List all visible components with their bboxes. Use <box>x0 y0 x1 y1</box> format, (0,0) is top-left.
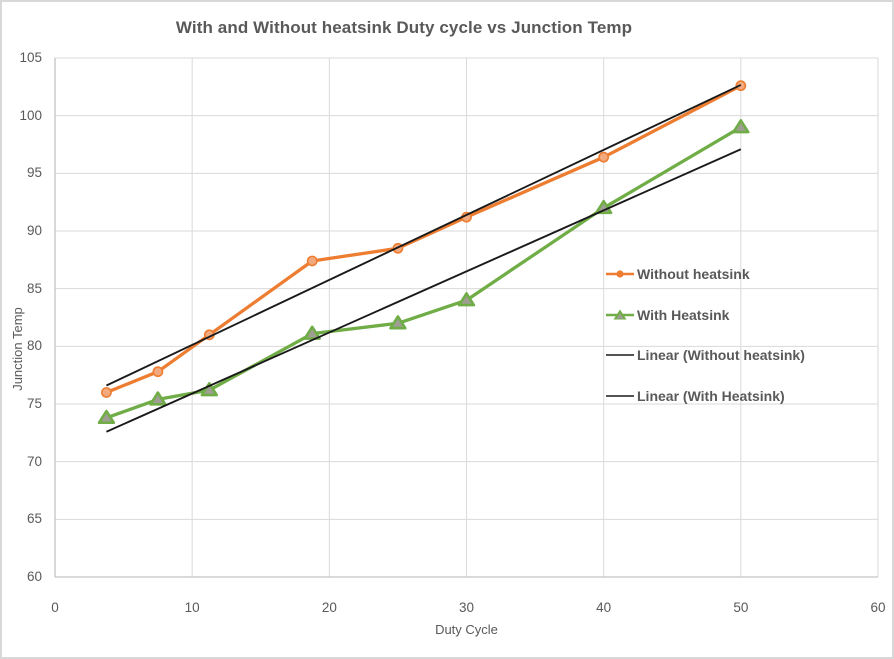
x-tick-label: 50 <box>733 600 749 615</box>
legend-item-label: Without heatsink <box>637 266 750 283</box>
legend: Without heatsink With Heatsink Linear (W… <box>606 254 805 416</box>
series-line-with-heatsink[interactable] <box>104 125 743 420</box>
legend-item-linear-without-heatsink[interactable]: Linear (Without heatsink) <box>606 335 805 376</box>
data-point-marker[interactable] <box>303 325 321 340</box>
x-tick-label: 10 <box>184 600 200 615</box>
x-axis-title: Duty Cycle <box>435 622 498 637</box>
legend-trendline-icon <box>606 394 634 397</box>
data-point-marker[interactable] <box>389 315 407 330</box>
data-point-marker[interactable] <box>149 391 167 406</box>
x-tick-label: 30 <box>458 600 475 615</box>
x-tick-label: 0 <box>51 600 59 615</box>
chart-title: With and Without heatsink Duty cycle vs … <box>175 18 633 37</box>
y-tick-label: 65 <box>26 511 42 527</box>
y-tick-label: 75 <box>26 396 42 411</box>
data-point-marker[interactable] <box>97 409 116 425</box>
data-point-marker[interactable] <box>200 382 219 397</box>
y-tick-label: 100 <box>19 107 42 123</box>
x-tick-label: 60 <box>870 600 886 615</box>
data-point-marker[interactable] <box>732 119 750 134</box>
series-line-without-heatsink[interactable] <box>104 84 743 395</box>
x-tick-label: 20 <box>321 600 337 615</box>
x-tick-label: 40 <box>596 600 612 615</box>
legend-item-with-heatsink[interactable]: With Heatsink <box>606 295 805 336</box>
legend-item-linear-with-heatsink[interactable]: Linear (With Heatsink) <box>606 376 805 417</box>
data-point-marker[interactable] <box>594 199 613 215</box>
data-point-marker[interactable] <box>152 366 164 378</box>
y-tick-label: 60 <box>26 569 42 584</box>
y-tick-label: 95 <box>26 165 42 181</box>
legend-item-label: Linear (With Heatsink) <box>637 387 785 404</box>
y-tick-label: 105 <box>19 50 42 65</box>
data-point-marker[interactable] <box>101 387 112 398</box>
legend-item-label: Linear (Without heatsink) <box>637 347 805 364</box>
data-point-marker[interactable] <box>598 151 610 163</box>
legend-line-triangle-marker-icon <box>606 309 634 320</box>
data-point-marker[interactable] <box>457 292 476 307</box>
y-tick-label: 70 <box>26 453 42 469</box>
legend-line-circle-marker-icon <box>606 270 634 278</box>
legend-item-without-heatsink[interactable]: Without heatsink <box>606 254 805 295</box>
y-tick-label: 85 <box>26 280 42 296</box>
trendline-linear-without-heatsink[interactable] <box>106 84 742 387</box>
data-point-marker[interactable] <box>306 255 318 267</box>
legend-item-label: With Heatsink <box>637 306 730 323</box>
y-axis-title: Junction Temp <box>10 307 25 391</box>
legend-trendline-icon <box>606 354 634 357</box>
trendline-linear-with-heatsink[interactable] <box>106 148 742 433</box>
y-tick-label: 80 <box>26 338 42 354</box>
y-tick-label: 90 <box>26 223 42 238</box>
